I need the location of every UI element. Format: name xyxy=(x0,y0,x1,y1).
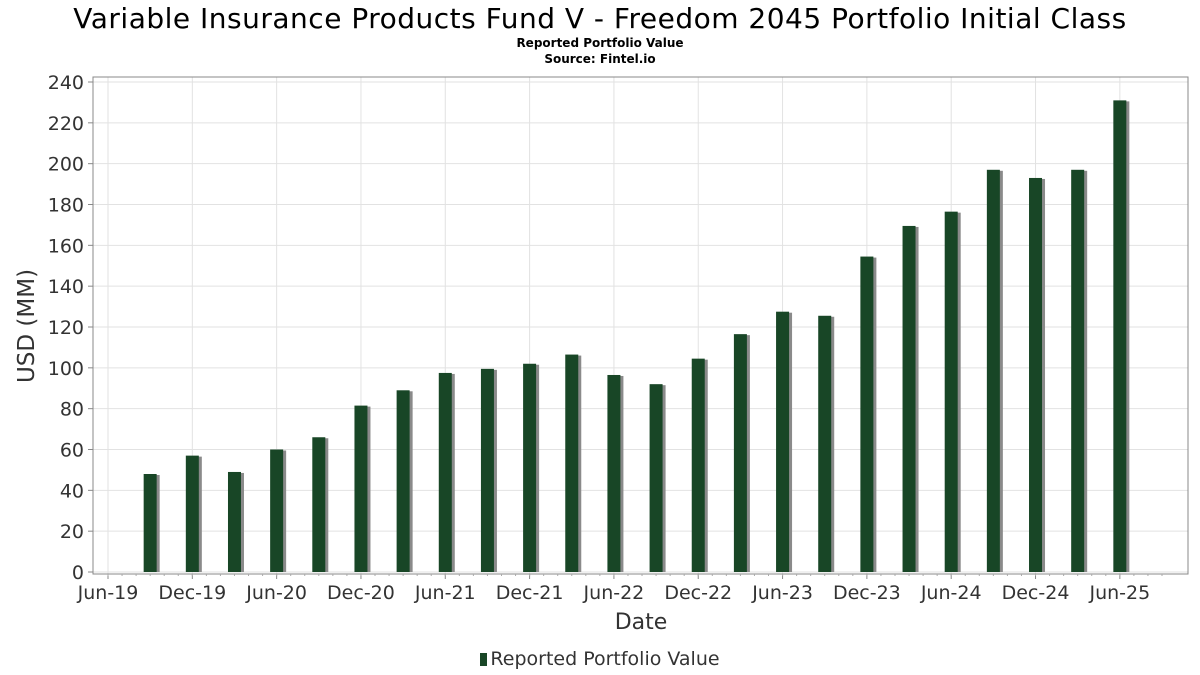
axis-layer: 0 20 40 60 80 100 120 140 160 180 200 220 240 Jun-19 D… xyxy=(48,72,1163,604)
x-tick-label: Jun-22 xyxy=(583,582,645,604)
bar xyxy=(227,471,241,572)
bar xyxy=(776,311,790,572)
bar xyxy=(270,449,284,572)
bar xyxy=(818,315,832,572)
chart-canvas: 0 20 40 60 80 100 120 140 160 180 200 220 240 Jun-19 D… xyxy=(14,72,1189,635)
grid-layer xyxy=(93,77,1188,574)
y-tick-label: 240 xyxy=(48,72,84,94)
bar xyxy=(185,455,199,572)
x-tick-label: Jun-24 xyxy=(920,582,982,604)
legend-swatch xyxy=(480,653,488,666)
bar xyxy=(312,437,326,572)
bar xyxy=(523,363,537,572)
bar xyxy=(691,358,705,572)
y-tick-label: 200 xyxy=(48,154,84,176)
x-axis-label: Date xyxy=(615,610,668,635)
y-tick-label: 100 xyxy=(48,358,84,380)
bar xyxy=(607,374,621,572)
y-tick-label: 220 xyxy=(48,113,84,135)
legend: Reported Portfolio Value xyxy=(0,648,1200,670)
bar xyxy=(733,334,747,572)
bar xyxy=(1071,169,1085,572)
plot-frame xyxy=(92,76,1189,575)
x-tick-label: Dec-19 xyxy=(158,582,226,604)
y-tick-label: 40 xyxy=(60,480,84,502)
x-tick-label: Jun-23 xyxy=(751,582,813,604)
y-tick-label: 80 xyxy=(60,399,84,421)
bar xyxy=(565,354,579,572)
bar xyxy=(902,225,916,572)
plot-background xyxy=(93,77,1188,574)
y-tick-label: 180 xyxy=(48,195,84,217)
bar xyxy=(860,256,874,572)
x-tick-label: Dec-24 xyxy=(1002,582,1070,604)
x-tick-label: Jun-25 xyxy=(1088,582,1150,604)
bar xyxy=(649,384,663,572)
chart-subtitle: Reported Portfolio Value xyxy=(516,36,684,50)
bar xyxy=(1029,177,1043,573)
y-tick-label: 160 xyxy=(48,235,84,257)
bars-layer xyxy=(143,100,1130,573)
bar xyxy=(143,474,157,572)
x-tick-label: Dec-22 xyxy=(664,582,732,604)
x-tick-label: Dec-20 xyxy=(327,582,395,604)
y-tick-label: 140 xyxy=(48,276,84,298)
bar xyxy=(438,372,452,572)
y-tick-label: 0 xyxy=(72,562,84,584)
x-tick-label: Jun-21 xyxy=(414,582,476,604)
bar xyxy=(396,390,410,572)
x-tick-label: Jun-19 xyxy=(77,582,139,604)
y-tick-label: 120 xyxy=(48,317,84,339)
bar xyxy=(354,405,368,572)
bar xyxy=(1113,100,1127,572)
y-tick-label: 60 xyxy=(60,440,84,462)
legend-label: Reported Portfolio Value xyxy=(490,648,720,670)
x-tick-label: Dec-21 xyxy=(496,582,564,604)
chart-title: Variable Insurance Products Fund V - Fre… xyxy=(73,2,1127,35)
y-tick-label: 20 xyxy=(60,521,84,543)
bar xyxy=(944,211,958,573)
y-axis-label: USD (MM) xyxy=(14,269,40,383)
chart-source: Source: Fintel.io xyxy=(544,52,656,66)
x-tick-label: Jun-20 xyxy=(245,582,307,604)
x-tick-label: Dec-23 xyxy=(833,582,901,604)
bar xyxy=(480,368,494,572)
bar xyxy=(986,169,1000,572)
